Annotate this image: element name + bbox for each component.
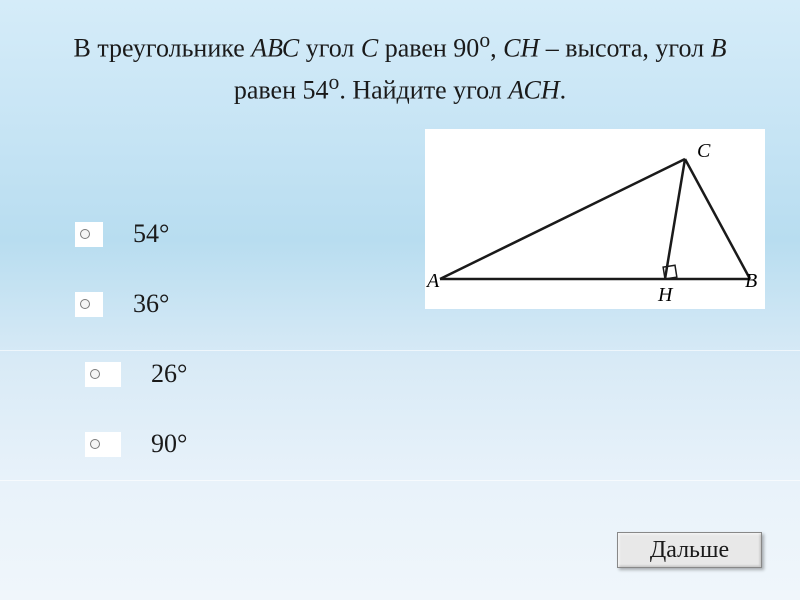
radio-box[interactable]	[85, 362, 121, 387]
question-text: В треугольнике АВС угол С равен 90о, СН …	[0, 0, 800, 119]
radio-icon	[80, 229, 90, 239]
option-label: 90°	[151, 429, 187, 459]
altitude-ch	[665, 159, 685, 279]
option-2[interactable]: 36°	[75, 289, 187, 319]
label-h: H	[657, 284, 674, 306]
next-button[interactable]: Дальше	[617, 532, 762, 568]
radio-box[interactable]	[75, 292, 103, 317]
radio-box[interactable]	[85, 432, 121, 457]
radio-icon	[90, 439, 100, 449]
label-c: C	[697, 140, 711, 162]
option-label: 36°	[133, 289, 169, 319]
option-label: 54°	[133, 219, 169, 249]
side-bc	[685, 159, 750, 279]
triangle-svg: A B C H	[425, 129, 765, 309]
content-area: 54° 36° 26° 90° A B	[0, 119, 800, 539]
triangle-diagram: A B C H	[425, 129, 765, 309]
label-a: A	[425, 270, 440, 292]
radio-icon	[90, 369, 100, 379]
radio-icon	[80, 299, 90, 309]
option-4[interactable]: 90°	[85, 429, 187, 459]
option-label: 26°	[151, 359, 187, 389]
option-1[interactable]: 54°	[75, 219, 187, 249]
radio-box[interactable]	[75, 222, 103, 247]
side-ac	[440, 159, 685, 279]
label-b: B	[745, 270, 757, 292]
option-3[interactable]: 26°	[85, 359, 187, 389]
options-group: 54° 36° 26° 90°	[75, 219, 187, 499]
